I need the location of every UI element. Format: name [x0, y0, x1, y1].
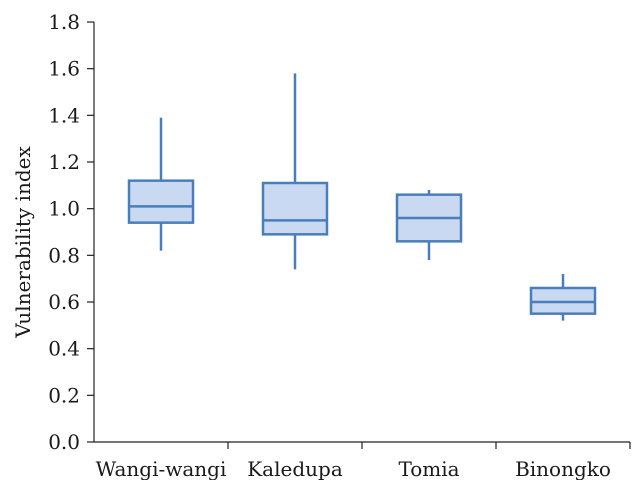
- box-wangi-wangi: [127, 117, 195, 251]
- y-tick-label: 1.0: [48, 197, 80, 221]
- y-tick-label: 1.8: [48, 10, 80, 34]
- box-tomia: [395, 190, 463, 260]
- y-axis-title: Vulnerability index: [11, 146, 35, 339]
- y-tick-label: 0.4: [48, 337, 80, 361]
- x-category-label: Tomia: [398, 457, 459, 480]
- x-category-label: Binongko: [515, 457, 611, 480]
- y-tick-label: 1.6: [48, 57, 80, 81]
- box-kaledupa: [261, 73, 329, 270]
- boxes-group: [127, 73, 597, 321]
- y-tick-label: 0.8: [48, 243, 80, 267]
- iqr-box: [261, 181, 329, 236]
- y-tick-label: 0.0: [48, 430, 80, 454]
- y-tick-label: 1.4: [48, 103, 80, 127]
- iqr-box: [127, 179, 195, 224]
- x-axis: Wangi-wangi Kaledupa Tomia Binongko: [94, 441, 631, 480]
- x-category-label: Kaledupa: [247, 457, 343, 480]
- box-binongko: [529, 274, 597, 321]
- y-tick-label: 0.6: [48, 290, 80, 314]
- y-tick-label: 1.2: [48, 150, 80, 174]
- x-category-label: Wangi-wangi: [96, 457, 227, 480]
- y-axis: 0.0 0.2 0.4 0.6 0.8 1.0 1.2 1.4 1.6 1.8: [48, 10, 95, 454]
- y-tick-label: 0.2: [48, 383, 80, 407]
